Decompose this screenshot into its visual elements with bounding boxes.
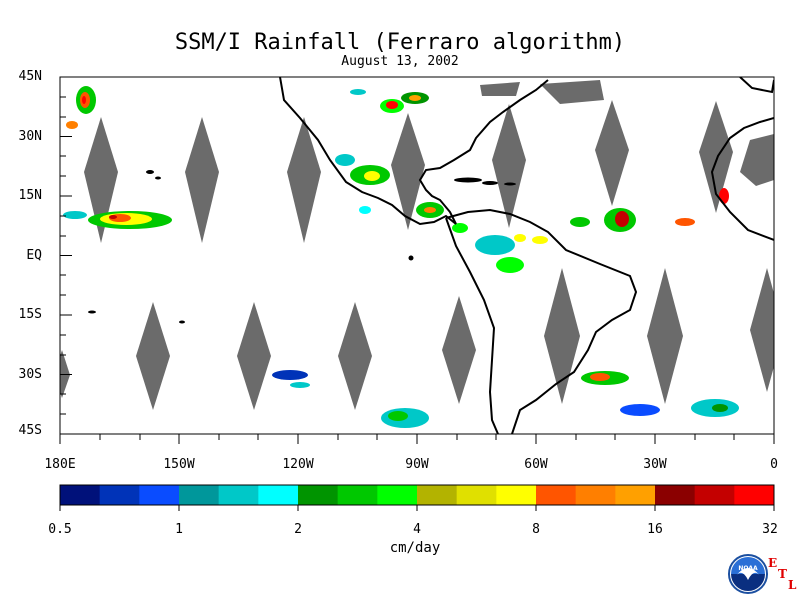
swath-gap: [480, 82, 520, 96]
lon-label-180e: 180E: [44, 457, 76, 472]
logo-letter-l: L: [788, 578, 797, 592]
map-title: SSM/I Rainfall (Ferraro algorithm): [174, 30, 626, 55]
colorbar-swatch: [337, 485, 378, 505]
swath-gap: [185, 117, 219, 243]
rain-patch-amazon: [475, 234, 526, 273]
colorbar-swatch: [615, 485, 656, 505]
colorbar-swatch: [575, 485, 616, 505]
lon-label-120w: 120W: [282, 457, 314, 472]
colorbar-label: 8: [532, 522, 540, 537]
swath-gap: [287, 117, 321, 243]
africa-outline: [710, 117, 774, 241]
colorbar-swatch: [536, 485, 577, 505]
colorbar-swatch: [99, 485, 140, 505]
colorbar-label: 32: [762, 522, 778, 537]
lon-label-150w: 150W: [163, 457, 195, 472]
greenland-europe-outline: [739, 77, 774, 94]
lat-label-45s: 45S: [18, 423, 42, 438]
colorbar: [59, 484, 775, 511]
logo-letter-t: T: [778, 567, 787, 581]
islands: [88, 170, 516, 324]
colorbar-label: 16: [647, 522, 663, 537]
colorbar-swatch: [655, 485, 696, 505]
rain-patch-atlantic-itcz: [532, 188, 729, 244]
swath-gap: [544, 268, 580, 404]
swath-gap: [647, 268, 683, 404]
rain-patch-south-pacific: [272, 370, 429, 428]
colorbar-label: 1: [175, 522, 183, 537]
lon-label-30w: 30W: [643, 457, 667, 472]
rain-patch-south-atlantic: [581, 371, 739, 417]
swath-gap: [391, 113, 425, 230]
colorbar-swatch: [298, 485, 339, 505]
swath-gap: [442, 296, 476, 404]
colorbar-swatch: [417, 485, 458, 505]
swath-gap: [699, 101, 733, 213]
swath-gap: [338, 302, 372, 410]
logo-letter-e: E: [768, 556, 778, 570]
swath-gap: [237, 302, 271, 410]
lat-label-15n: 15N: [18, 188, 42, 203]
colorbar-units: cm/day: [389, 540, 441, 556]
rainfall-patches: [63, 86, 739, 428]
rain-patch-central-america: [335, 154, 468, 233]
colorbar-swatch: [377, 485, 418, 505]
coastlines: [279, 77, 774, 434]
colorbar-swatch: [694, 485, 735, 505]
colorbar-label: 2: [294, 522, 302, 537]
lon-ticks: [59, 434, 775, 444]
south-america-outline: [445, 208, 638, 434]
svg-text:NOAA: NOAA: [738, 565, 758, 572]
swath-gap: [84, 117, 118, 243]
north-america-outline: [279, 77, 549, 226]
lat-label-eq: EQ: [26, 248, 42, 263]
colorbar-swatch: [734, 485, 775, 505]
lat-ticks: [60, 76, 72, 435]
colorbar-swatch: [496, 485, 537, 505]
rain-patch-hawaii-itcz: [63, 211, 172, 229]
swath-gap: [595, 100, 629, 206]
lon-label-90w: 90W: [405, 457, 429, 472]
lat-label-15s: 15S: [18, 307, 42, 322]
lat-label-30s: 30S: [18, 367, 42, 382]
noaa-logo-icon: NOAA: [728, 554, 768, 594]
swath-gap: [750, 268, 774, 392]
lon-label-60w: 60W: [524, 457, 548, 472]
colorbar-swatch: [139, 485, 180, 505]
colorbar-label: 4: [413, 522, 421, 537]
rain-patch-gulf: [350, 89, 429, 113]
swath-gap: [740, 134, 774, 186]
colorbar-swatch: [179, 485, 220, 505]
colorbar-label: 0.5: [48, 522, 72, 537]
swath-gap: [136, 302, 170, 410]
colorbar-swatch: [456, 485, 497, 505]
colorbar-swatch: [218, 485, 259, 505]
map-date: August 13, 2002: [341, 54, 459, 69]
lat-label-45n: 45N: [18, 69, 42, 84]
lat-label-30n: 30N: [18, 129, 42, 144]
colorbar-swatch: [258, 485, 299, 505]
lon-label-0: 0: [770, 457, 778, 472]
colorbar-swatch: [60, 485, 101, 505]
swath-gap: [492, 104, 526, 228]
rain-patch-north-pacific: [66, 86, 96, 129]
swath-gap: [540, 80, 604, 104]
no-data-swaths: [60, 80, 774, 410]
